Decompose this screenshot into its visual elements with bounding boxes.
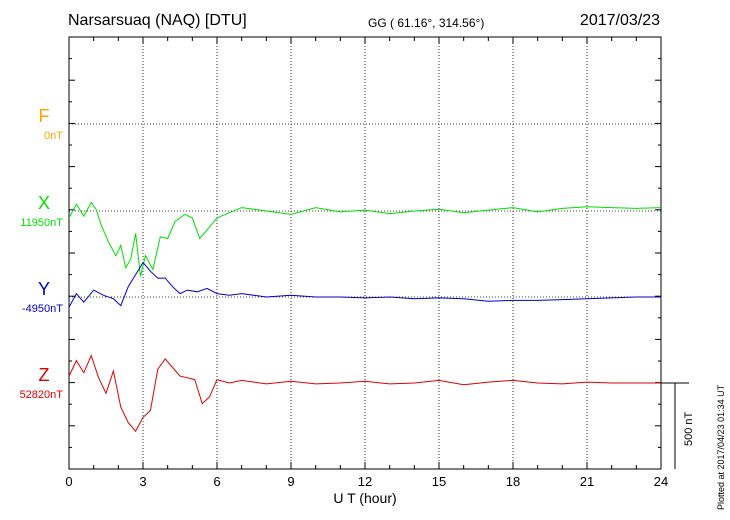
geo-coordinates: GG ( 61.16°, 314.56°)	[368, 16, 485, 30]
series-baseline-x: 11950nT	[20, 217, 63, 229]
x-tick-label: 24	[654, 474, 668, 489]
trace-y	[68, 261, 661, 308]
series-baseline-f: 0nT	[44, 130, 63, 142]
series-name-y: Y	[38, 279, 50, 299]
x-axis-label: U T (hour)	[333, 490, 396, 506]
x-tick-label: 9	[287, 474, 294, 489]
series-name-z: Z	[39, 365, 50, 385]
x-tick-label: 12	[358, 474, 372, 489]
series-labels: F 0nT X 11950nT Y -4950nT Z 52820nT	[20, 106, 64, 401]
scale-bar-label: 500 nT	[683, 411, 695, 446]
x-tick-label: 6	[213, 474, 220, 489]
plot-date: 2017/03/23	[579, 12, 660, 29]
series-baseline-z: 52820nT	[20, 389, 64, 401]
series-name-f: F	[39, 106, 50, 126]
x-tick-labels: 0 3 6 9 12 15 18 21 24	[65, 474, 668, 489]
x-tick-label: 0	[65, 474, 72, 489]
x-tick-label: 21	[580, 474, 594, 489]
scale-bar: 500 nT	[661, 382, 695, 469]
x-tick-label: 3	[139, 474, 146, 489]
series-baseline-y: -4950nT	[22, 303, 63, 315]
traces	[68, 201, 662, 433]
x-tick-label: 18	[506, 474, 520, 489]
grid-lines	[69, 37, 661, 469]
series-name-x: X	[38, 193, 50, 213]
station-title: Narsarsuaq (NAQ) [DTU]	[68, 12, 247, 29]
x-tick-label: 15	[432, 474, 446, 489]
trace-x	[68, 201, 662, 277]
plotted-at-note: Plotted at 2017/04/23 01:34 UT	[716, 384, 726, 510]
trace-z	[68, 354, 661, 433]
